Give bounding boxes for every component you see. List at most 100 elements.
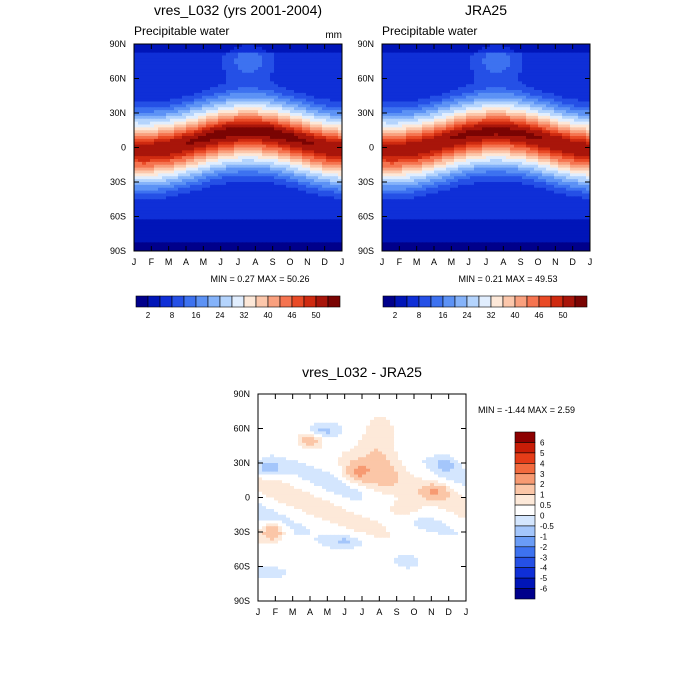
colorbar-swatch (514, 463, 536, 475)
x-tick-label: M (448, 257, 456, 267)
colorbar-label: 32 (240, 311, 249, 320)
colorbar-label: 6 (540, 438, 545, 447)
x-tick-label: J (466, 257, 471, 267)
y-tick-label: 0 (369, 143, 374, 153)
panel-reanalysis-minmax: MIN = 0.21 MAX = 49.53 (458, 274, 557, 284)
colorbar-swatch (514, 525, 536, 537)
y-tick-label: 60N (109, 74, 126, 84)
x-tick-label: O (410, 607, 417, 617)
colorbar-label: -5 (540, 574, 548, 583)
colorbar-label: -3 (540, 553, 548, 562)
x-tick-label: M (413, 257, 421, 267)
x-tick-label: F (149, 257, 155, 267)
colorbar-label: -0.5 (540, 522, 554, 531)
colorbar-swatch (394, 295, 408, 308)
colorbar-swatch (514, 494, 536, 506)
colorbar-swatch (159, 295, 173, 308)
colorbar-label: -1 (540, 532, 548, 541)
panel-model: vres_L032 (yrs 2001-2004) Precipitable w… (109, 2, 344, 320)
colorbar-swatch (219, 295, 233, 308)
x-tick-label: A (431, 257, 437, 267)
colorbar-swatch (538, 295, 552, 308)
colorbar-swatch (442, 295, 456, 308)
y-tick-label: 30N (109, 108, 126, 118)
colorbar-label: 50 (312, 311, 321, 320)
panel-difference-heatmap (258, 394, 466, 601)
x-tick-label: O (534, 257, 541, 267)
y-tick-label: 60N (233, 424, 250, 434)
y-tick-label: 60S (358, 212, 374, 222)
colorbar-swatch (526, 295, 540, 308)
panel-difference-title: vres_L032 - JRA25 (302, 364, 422, 380)
colorbar-swatch (315, 295, 329, 308)
colorbar-swatch (454, 295, 468, 308)
colorbar-swatch (135, 295, 149, 308)
panel-difference-colorbar: 6 54 32 10.5 0-0.5-1 -2-3 -4-5 -6 (514, 431, 554, 600)
colorbar-swatch (255, 295, 269, 308)
x-tick-label: N (428, 607, 435, 617)
colorbar-swatch (514, 452, 536, 464)
y-tick-label: 60S (234, 562, 250, 572)
x-tick-label: M (324, 607, 332, 617)
colorbar-label: 40 (511, 311, 520, 320)
colorbar-label: 0 (540, 512, 545, 521)
colorbar-swatch (562, 295, 576, 308)
colorbar-label: -4 (540, 564, 548, 573)
colorbar-swatch (195, 295, 209, 308)
x-tick-label: F (273, 607, 279, 617)
colorbar-swatch (514, 483, 536, 495)
panel-model-colorbar: 2 8 16 24 32 40 46 50 (135, 295, 341, 320)
colorbar-swatch (406, 295, 420, 308)
x-tick-label: D (569, 257, 576, 267)
y-tick-label: 0 (121, 143, 126, 153)
y-tick-label: 90S (110, 246, 126, 256)
colorbar-label: 40 (264, 311, 273, 320)
colorbar-swatch (382, 295, 396, 308)
colorbar-label: 2 (540, 480, 545, 489)
colorbar-swatch (430, 295, 444, 308)
colorbar-swatch (550, 295, 564, 308)
x-tick-label: M (165, 257, 173, 267)
x-tick-label: J (588, 257, 593, 267)
colorbar-label: 16 (192, 311, 201, 320)
x-tick-label: N (552, 257, 559, 267)
x-tick-label: J (236, 257, 241, 267)
y-tick-label: 0 (245, 493, 250, 503)
colorbar-swatch (514, 442, 536, 454)
y-tick-label: 30N (357, 108, 374, 118)
x-tick-label: J (484, 257, 489, 267)
colorbar-label: 46 (288, 311, 297, 320)
y-tick-label: 90S (234, 596, 250, 606)
x-tick-label: A (376, 607, 382, 617)
colorbar-swatch (514, 431, 536, 443)
colorbar-swatch (514, 295, 528, 308)
panel-model-subtitle: Precipitable water (134, 24, 229, 38)
panel-model-title: vres_L032 (yrs 2001-2004) (154, 2, 322, 18)
colorbar-label: -6 (540, 585, 548, 594)
panel-reanalysis-colorbar: 2 8 16 24 32 40 46 50 (382, 295, 588, 320)
y-tick-label: 60N (357, 74, 374, 84)
panel-reanalysis-title: JRA25 (465, 2, 507, 18)
colorbar-label: 24 (216, 311, 225, 320)
y-tick-label: 30S (110, 177, 126, 187)
x-tick-label: J (132, 257, 137, 267)
colorbar-swatch (466, 295, 480, 308)
y-tick-label: 90N (357, 39, 374, 49)
colorbar-label: 2 (146, 311, 151, 320)
y-tick-label: 90N (109, 39, 126, 49)
colorbar-swatch (514, 577, 536, 589)
colorbar-swatch (514, 504, 536, 516)
x-tick-label: J (464, 607, 469, 617)
colorbar-swatch (279, 295, 293, 308)
colorbar-swatch (267, 295, 281, 308)
colorbar-swatch (490, 295, 504, 308)
colorbar-swatch (231, 295, 245, 308)
x-tick-label: A (252, 257, 258, 267)
colorbar-label: 1 (540, 491, 545, 500)
y-tick-label: 30S (234, 527, 250, 537)
x-tick-label: F (397, 257, 403, 267)
colorbar-swatch (478, 295, 492, 308)
y-tick-label: 90S (358, 246, 374, 256)
